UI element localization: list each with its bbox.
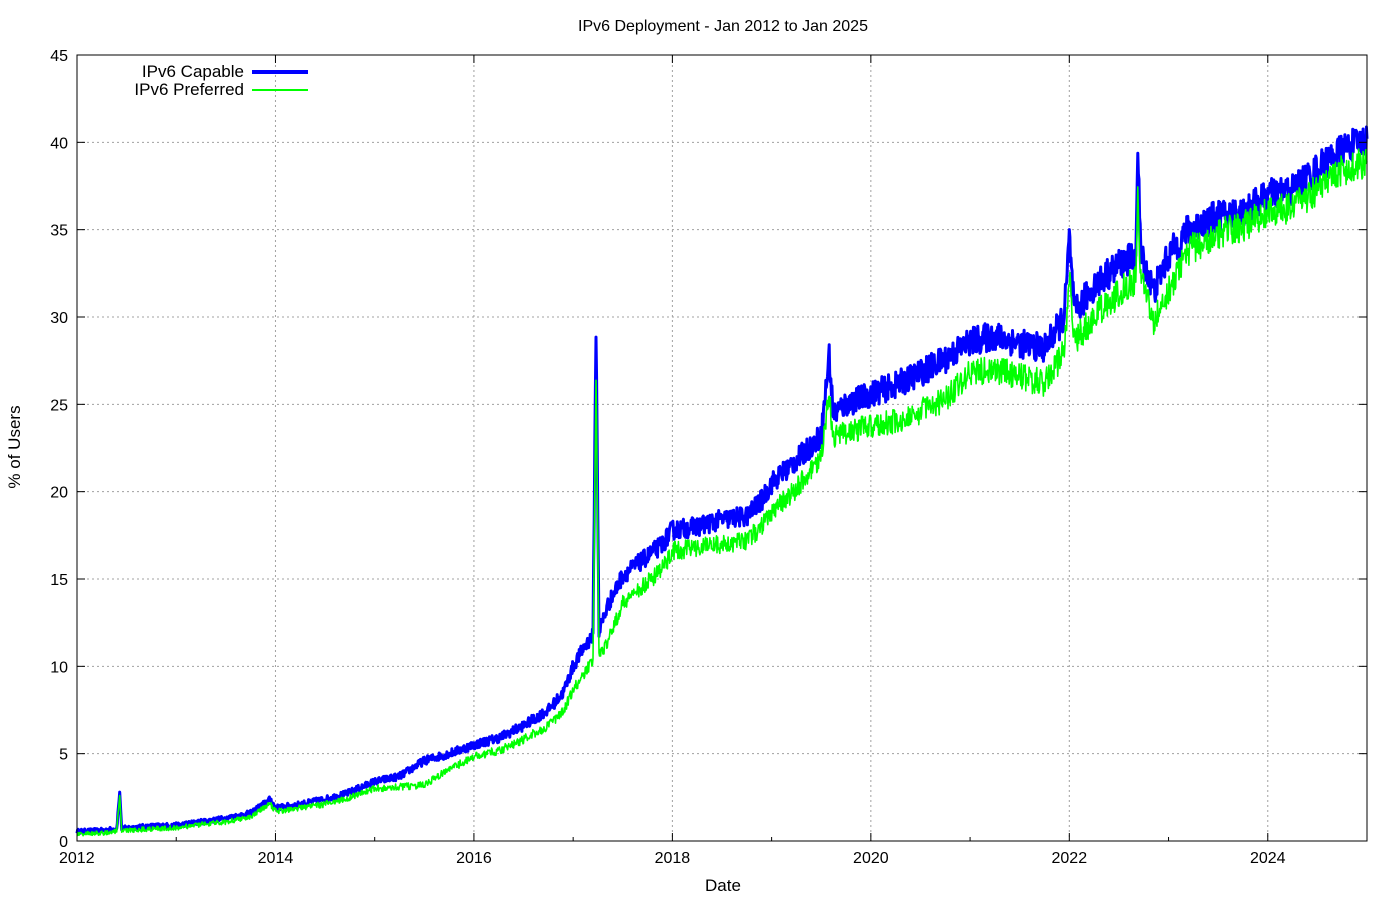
plot-frame (76, 54, 1368, 842)
chart-title: IPv6 Deployment - Jan 2012 to Jan 2025 (578, 18, 868, 35)
x-tick-label-2: 2016 (456, 850, 492, 867)
y-tick-label-6: 30 (50, 310, 68, 327)
legend-label-ipv6-preferred: IPv6 Preferred (134, 80, 244, 99)
x-tick-label-5: 2022 (1052, 850, 1088, 867)
y-tick-label-5: 25 (50, 397, 68, 414)
x-tick-label-1: 2014 (258, 850, 294, 867)
x-tick-label-3: 2018 (655, 850, 691, 867)
x-tick-label-6: 2024 (1250, 850, 1286, 867)
series-layer (75, 125, 1369, 837)
y-axis-label: % of Users (5, 405, 24, 488)
x-tick-label-4: 2020 (853, 850, 889, 867)
grid (77, 55, 1367, 841)
ticks: 0 5 10 15 20 25 30 35 40 45 2012 2014 2016 2018 2020 20… (50, 48, 1368, 867)
y-tick-label-0: 0 (59, 834, 68, 851)
y-tick-label-2: 10 (50, 659, 68, 676)
x-tick-label-0: 2012 (59, 850, 95, 867)
series-line-ipv6-preferred (76, 148, 1368, 837)
legend-label-ipv6-capable: IPv6 Capable (142, 62, 244, 81)
y-tick-label-3: 15 (50, 572, 68, 589)
y-tick-label-9: 45 (50, 48, 68, 65)
series-line-ipv6-capable (75, 125, 1369, 836)
y-tick-label-1: 5 (59, 747, 68, 764)
y-tick-label-8: 40 (50, 135, 68, 152)
x-axis-label: Date (705, 876, 741, 895)
y-tick-label-7: 35 (50, 223, 68, 240)
legend: IPv6 Capable IPv6 Preferred (134, 62, 308, 99)
y-tick-label-4: 20 (50, 485, 68, 502)
